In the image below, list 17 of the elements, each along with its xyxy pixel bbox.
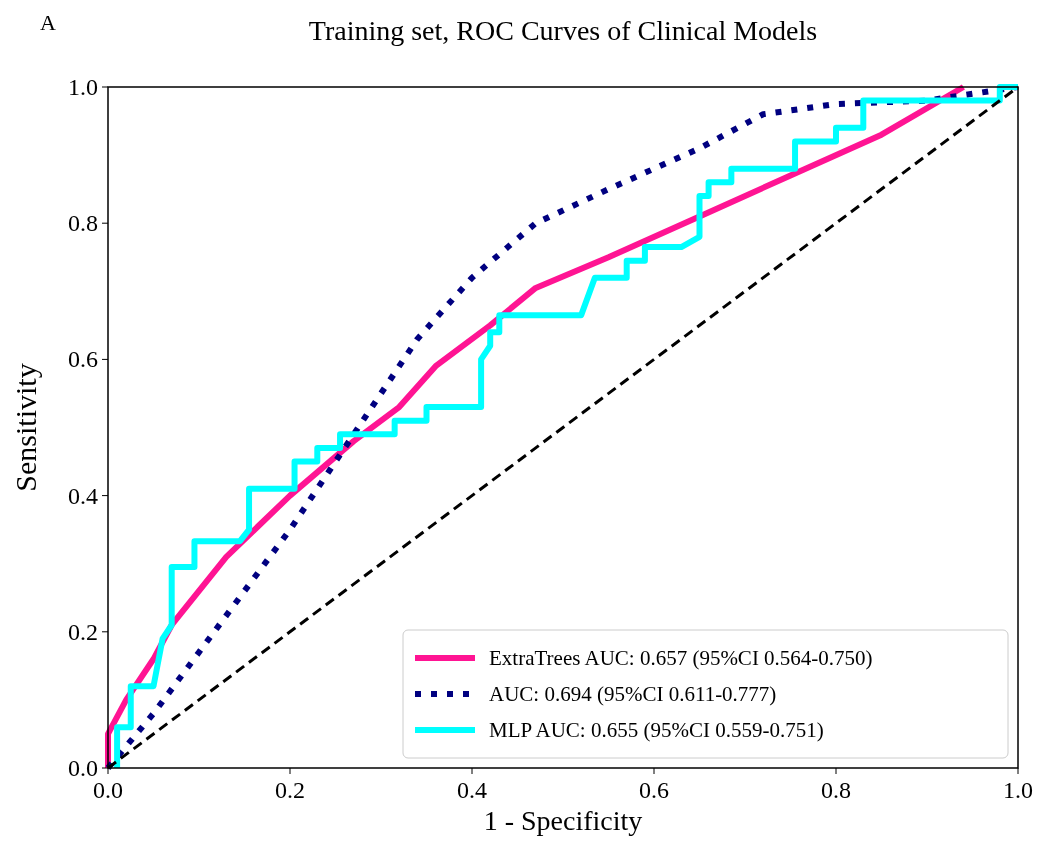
x-tick-label: 0.4	[457, 777, 487, 803]
legend-label: MLP AUC: 0.655 (95%CI 0.559-0.751)	[489, 718, 824, 742]
y-tick-label: 0.4	[68, 482, 98, 509]
text: A	[40, 10, 56, 35]
legend-label: AUC: 0.694 (95%CI 0.611-0.777)	[489, 682, 777, 706]
legend-label: ExtraTrees AUC: 0.657 (95%CI 0.564-0.750)	[489, 646, 873, 670]
y-tick-label: 1.0	[68, 74, 98, 100]
x-tick-label: 0.2	[275, 777, 305, 803]
y-axis-title: Sensitivity	[9, 363, 42, 492]
y-tick-label: 0.6	[68, 346, 98, 373]
x-tick-label: 0.6	[639, 777, 669, 803]
x-tick-label: 0.8	[821, 777, 851, 803]
x-tick-label: 1.0	[1003, 777, 1033, 803]
y-tick-label: 0.8	[68, 210, 98, 237]
chart-title: Training set, ROC Curves of Clinical Models	[308, 15, 818, 46]
y-tick-label: 0.2	[68, 618, 98, 645]
x-axis-title: 1 - Specificity	[483, 805, 643, 836]
